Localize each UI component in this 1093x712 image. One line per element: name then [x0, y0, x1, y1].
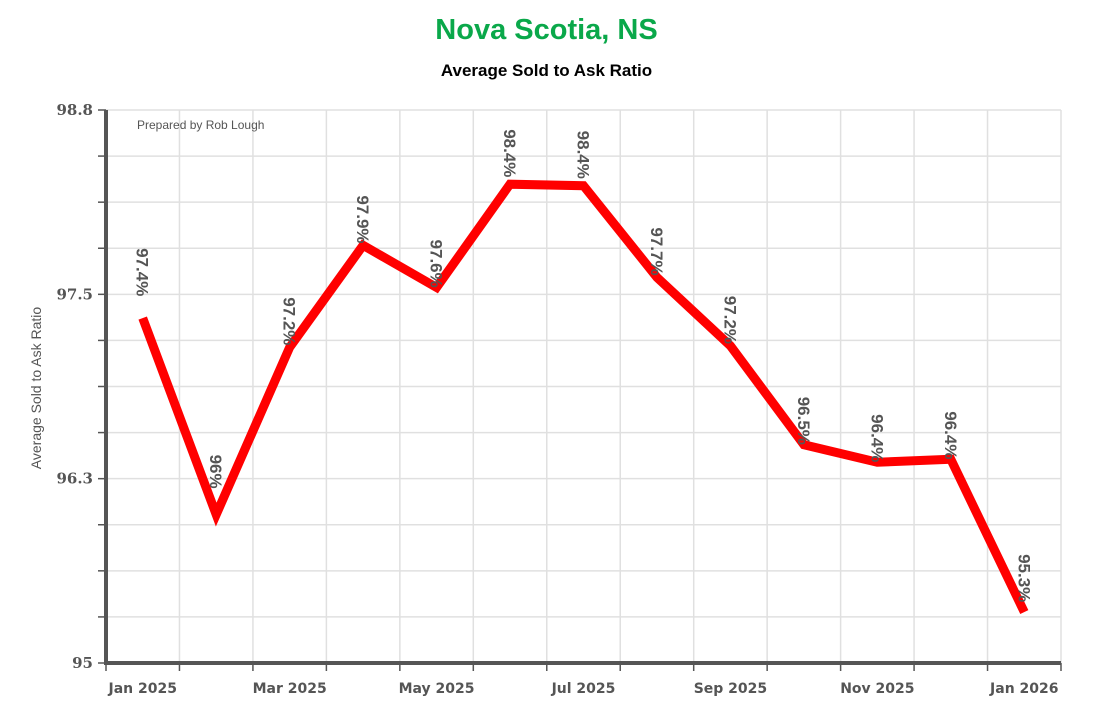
prepared-by-annotation: Prepared by Rob Lough: [137, 118, 265, 132]
y-tick-label: 97.5: [56, 285, 93, 303]
chart-subtitle: Average Sold to Ask Ratio: [440, 61, 653, 80]
svg-text:95.3%: 95.3%: [1014, 554, 1033, 602]
x-tick-label: Sep 2025: [694, 681, 767, 697]
y-tick-label: 98.8: [56, 101, 93, 119]
data-label: 96.5%: [794, 397, 813, 445]
x-tick-label: Nov 2025: [840, 681, 914, 697]
data-labels: 97.4% 96% 97.2% 97.9% 97.6% 98.4% 98.4% 97.7% 97…: [133, 129, 1034, 602]
data-label: 97.2%: [720, 296, 739, 344]
x-tick-label: Jan 2025: [107, 681, 176, 697]
data-label: 97.7%: [647, 227, 666, 275]
y-tick-label: 95: [72, 654, 93, 672]
svg-text:96%: 96%: [206, 455, 225, 489]
svg-text:97.9%: 97.9%: [353, 195, 372, 243]
data-series: [138, 179, 1029, 615]
svg-text:97.7%: 97.7%: [647, 227, 666, 275]
svg-text:96.4%: 96.4%: [941, 411, 960, 459]
data-label: 96.4%: [941, 411, 960, 459]
axes: 95 96.3 97.5 98.8 Jan 2025 Mar 2025 May 2025 Ju…: [56, 101, 1062, 697]
svg-text:97.2%: 97.2%: [280, 297, 299, 345]
x-tick-label: Mar 2025: [253, 681, 327, 697]
data-label: 98.4%: [500, 129, 519, 177]
data-label: 97.2%: [280, 297, 299, 345]
y-tick-label: 96.3: [56, 470, 93, 488]
data-label: 96%: [206, 455, 225, 489]
svg-text:98.4%: 98.4%: [574, 131, 593, 179]
data-label: 98.4%: [574, 131, 593, 179]
data-label: 95.3%: [1014, 554, 1033, 602]
svg-text:97.2%: 97.2%: [720, 296, 739, 344]
svg-text:97.6%: 97.6%: [427, 240, 446, 288]
data-label: 96.4%: [867, 414, 886, 462]
svg-text:97.4%: 97.4%: [133, 248, 152, 296]
x-tick-label: Jul 2025: [551, 681, 616, 697]
x-tick-label: Jan 2026: [989, 681, 1058, 697]
data-label: 97.9%: [353, 195, 372, 243]
data-label: 97.6%: [427, 240, 446, 288]
x-tick-label: May 2025: [399, 681, 475, 697]
gridlines: [105, 109, 1062, 664]
svg-text:96.4%: 96.4%: [867, 414, 886, 462]
svg-text:96.5%: 96.5%: [794, 397, 813, 445]
ratio-line: [138, 179, 1029, 615]
chart-title: Nova Scotia, NS: [435, 14, 658, 46]
svg-text:98.4%: 98.4%: [500, 129, 519, 177]
data-label: 97.4%: [133, 248, 152, 296]
